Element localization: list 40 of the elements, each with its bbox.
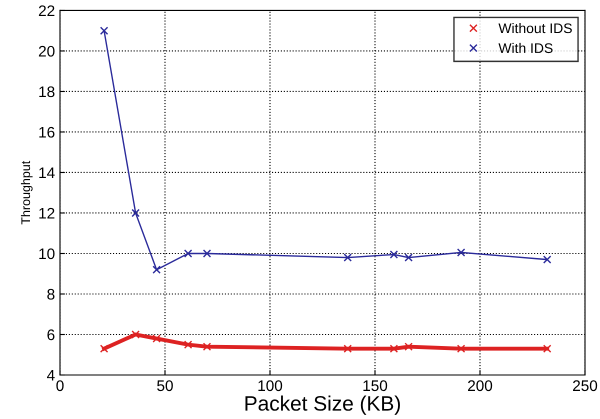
point — [404, 253, 413, 262]
point — [152, 266, 161, 274]
point — [152, 334, 161, 343]
y-tick-label: 8 — [47, 288, 54, 300]
legend-label: Without IDS — [498, 22, 572, 34]
y-tick-label: 4 — [46, 370, 55, 381]
point — [202, 342, 212, 351]
legend-label: With IDS — [498, 42, 553, 54]
x-axis-title: Packet Size (KB) — [245, 395, 400, 415]
point — [344, 344, 352, 353]
x-tick-label: 0 — [56, 380, 64, 392]
y-tick-label: 6 — [47, 329, 54, 340]
y-tick-label: 14 — [39, 168, 55, 178]
y-axis-title: Throughput — [20, 160, 33, 224]
point — [202, 249, 212, 258]
point — [100, 26, 108, 35]
point — [344, 253, 352, 262]
point — [131, 330, 140, 339]
point — [456, 248, 466, 257]
point — [100, 344, 108, 353]
x-tick-label: 150 — [363, 380, 388, 392]
x-tick-label: 50 — [157, 380, 173, 392]
point — [456, 344, 466, 353]
point — [543, 344, 552, 353]
point — [390, 250, 398, 259]
x-tick-label: 250 — [573, 380, 598, 392]
point — [184, 249, 192, 258]
x-tick-label: 200 — [468, 380, 492, 392]
point — [404, 342, 413, 351]
y-tick-label: 22 — [38, 5, 54, 16]
y-tick-label: 12 — [39, 208, 54, 219]
y-tick-label: 18 — [39, 86, 54, 98]
point — [131, 208, 140, 218]
y-tick-label: 20 — [38, 46, 55, 57]
y-tick-label: 10 — [39, 248, 55, 260]
x-tick-label: 100 — [258, 380, 282, 392]
y-tick-label: 16 — [39, 126, 54, 138]
point — [184, 340, 192, 349]
point — [390, 344, 398, 353]
point — [543, 255, 552, 264]
